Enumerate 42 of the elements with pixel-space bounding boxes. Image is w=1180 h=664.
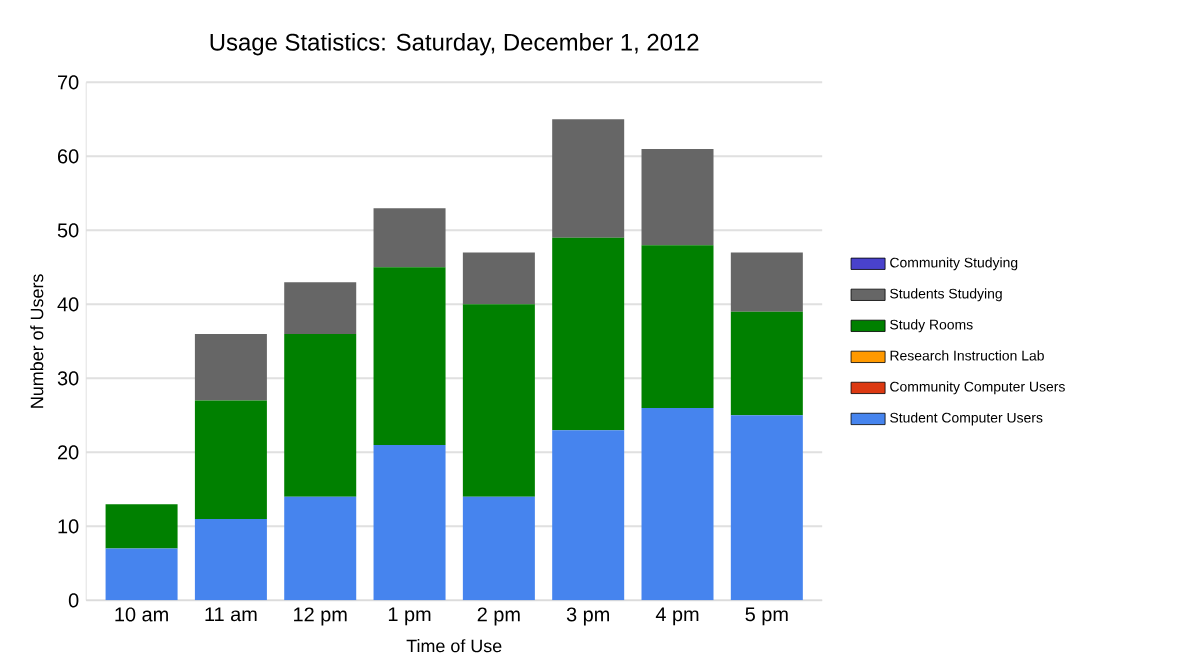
bar xyxy=(552,237,625,431)
bar xyxy=(552,430,625,601)
y-tick-label: 10 xyxy=(58,519,79,534)
chart-title: Usage Statistics: Saturday, December 1, 2012 xyxy=(210,33,699,56)
bar xyxy=(641,407,714,601)
bar xyxy=(105,504,178,549)
x-tick-label: 11 am xyxy=(205,607,257,622)
x-tick-label: 1 pm xyxy=(388,607,431,626)
bar xyxy=(373,267,446,445)
y-tick-label: 0 xyxy=(68,593,79,608)
x-tick-label: 10 am xyxy=(115,607,168,622)
y-axis-title: Number of Users xyxy=(30,274,44,408)
x-tick-label: 4 pm xyxy=(655,607,699,626)
bar xyxy=(730,311,803,416)
bar xyxy=(284,333,357,497)
bar xyxy=(462,496,535,601)
y-tick-label: 30 xyxy=(57,371,79,386)
y-tick-label: 60 xyxy=(58,149,79,164)
bar xyxy=(462,252,535,305)
bar xyxy=(373,208,446,268)
x-axis-title: Time of Use xyxy=(406,639,502,653)
bar xyxy=(730,415,803,601)
bar xyxy=(284,282,357,334)
bar xyxy=(194,518,267,601)
bar xyxy=(641,245,714,408)
y-tick-label: 70 xyxy=(58,75,79,90)
bar xyxy=(194,400,267,519)
bar xyxy=(552,119,625,238)
y-tick-label: 40 xyxy=(57,297,79,312)
bar xyxy=(105,548,178,601)
x-tick-label: 5 pm xyxy=(745,607,788,626)
bar xyxy=(730,252,803,312)
x-tick-label: 2 pm xyxy=(477,607,520,626)
y-tick-label: 20 xyxy=(58,445,79,460)
x-tick-label: 3 pm xyxy=(566,607,609,626)
bar xyxy=(373,444,446,601)
bar xyxy=(641,148,714,246)
y-tick-label: 50 xyxy=(57,223,79,238)
bar xyxy=(462,304,535,497)
bar xyxy=(194,333,267,401)
x-tick-label: 12 pm xyxy=(294,607,347,626)
bar xyxy=(284,496,357,601)
